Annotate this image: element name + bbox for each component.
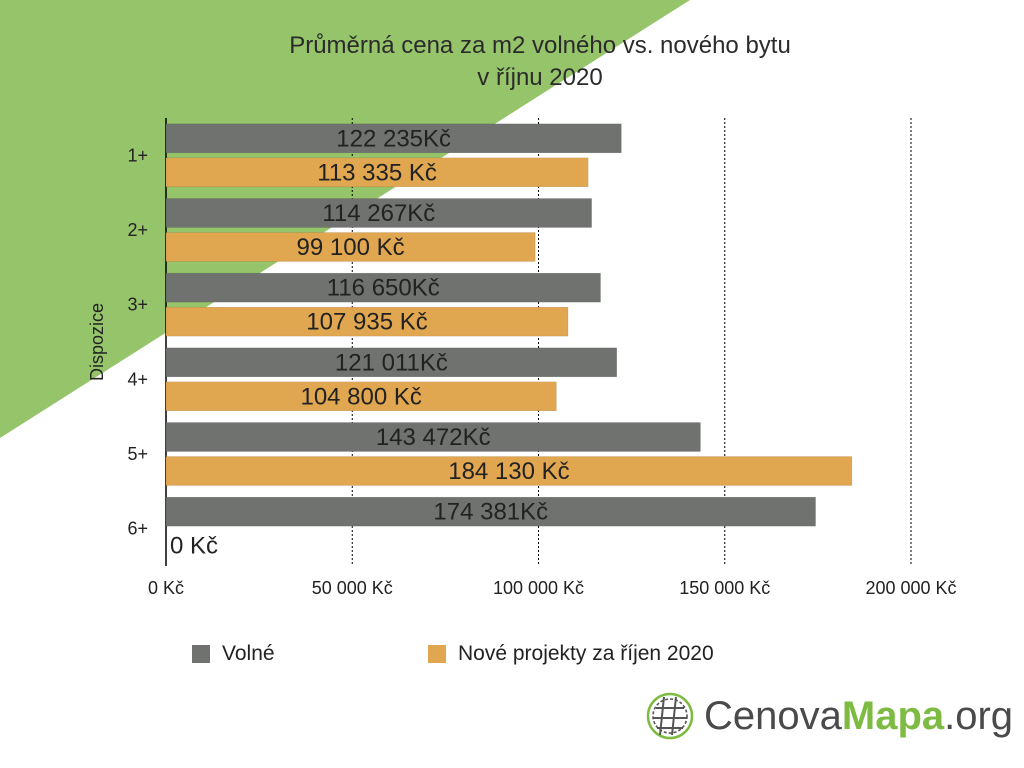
- bar: [165, 306, 569, 337]
- logo-text-part2: Mapa: [841, 693, 945, 738]
- bar-value-label: 114 267Kč: [322, 200, 435, 227]
- logo-text-part1: Cenova: [704, 693, 842, 738]
- x-tick-label: 0 Kč: [148, 578, 184, 598]
- y-tick-label: 1+: [127, 145, 148, 165]
- y-tick-label: 3+: [127, 295, 148, 315]
- bar: [165, 347, 618, 378]
- bar-value-label: 121 011Kč: [335, 349, 448, 376]
- bar: [165, 198, 592, 228]
- bar: [165, 381, 557, 412]
- legend-swatch-nove: [428, 645, 446, 663]
- bar-value-label: 113 335 Kč: [317, 159, 437, 186]
- legend-swatch-volne: [192, 645, 210, 663]
- y-tick-label: 2+: [127, 220, 148, 240]
- legend-item-nove: Nové projekty za říjen 2020: [428, 642, 714, 666]
- chart-title-line2: v říjnu 2020: [477, 64, 603, 91]
- bar-value-label: 184 130 Kč: [448, 458, 569, 485]
- x-tick-label: 50 000 Kč: [312, 578, 393, 598]
- bar: [165, 123, 622, 154]
- bar-value-label: 122 235Kč: [336, 125, 451, 152]
- bar-value-label: 104 800 Kč: [300, 383, 421, 410]
- x-tick-label: 200 000 Kč: [865, 578, 956, 598]
- x-tick-label: 100 000 Kč: [493, 578, 584, 598]
- legend-item-volne: Volné: [192, 642, 275, 666]
- bar-value-label: 143 472Kč: [376, 424, 491, 451]
- y-axis-title: Dispozice: [87, 303, 107, 381]
- bar: [165, 496, 816, 527]
- x-tick-label: 150 000 Kč: [679, 578, 770, 598]
- chart-title-line1: Průměrná cena za m2 volného vs. nového b…: [289, 32, 791, 59]
- bar: [165, 157, 589, 188]
- legend-label-volne: Volné: [222, 642, 275, 665]
- bar-value-label: 99 100 Kč: [297, 234, 405, 261]
- cenovamapa-logo: Cenova Mapa .org: [642, 688, 1013, 744]
- legend-label-nove: Nové projekty za říjen 2020: [458, 642, 714, 665]
- y-tick-label: 6+: [127, 519, 148, 539]
- bar-value-label: 116 650Kč: [327, 275, 440, 302]
- bar: [165, 272, 601, 303]
- y-tick-label: 4+: [127, 369, 148, 389]
- logo-text-part3: .org: [944, 693, 1014, 738]
- bar: [165, 422, 701, 452]
- bar-value-label: 107 935 Kč: [306, 309, 427, 336]
- globe-grid-icon: [646, 692, 694, 740]
- bar-value-label: 174 381Kč: [433, 499, 548, 526]
- bar-chart: 0 Kč 50 000 Kč 100 000 Kč 150 000 Kč 200 000…: [87, 118, 957, 598]
- bar-value-label: 0 Kč: [170, 533, 218, 560]
- bar: [165, 456, 853, 486]
- y-tick-label: 5+: [127, 444, 148, 464]
- bar: [165, 232, 536, 262]
